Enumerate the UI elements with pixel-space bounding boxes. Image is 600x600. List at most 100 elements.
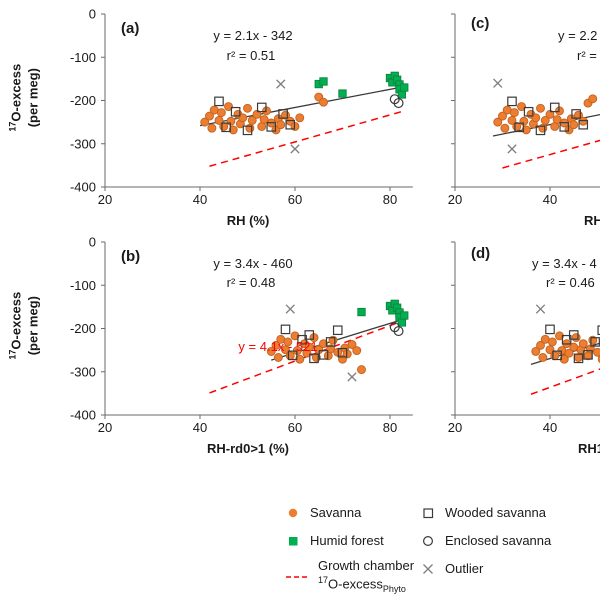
y-tick-label: 0 bbox=[89, 235, 96, 250]
savanna-circle bbox=[288, 508, 298, 517]
data-point bbox=[337, 347, 348, 358]
y-axis-unit: (per meg) bbox=[25, 68, 41, 128]
x-tick-label: 60 bbox=[288, 192, 302, 207]
legend-item-humid-forest: Humid forest bbox=[285, 530, 414, 551]
data-point bbox=[280, 324, 291, 335]
x-tick-label: 80 bbox=[383, 420, 397, 435]
x-axis-title: RH15- bbox=[578, 441, 600, 456]
data-point bbox=[338, 89, 347, 98]
series-humid-forest bbox=[357, 299, 409, 327]
data-point bbox=[559, 122, 570, 132]
data-point bbox=[552, 350, 562, 361]
data-point bbox=[535, 304, 546, 314]
legend-item-outlier: Outlier bbox=[420, 558, 551, 579]
legend-label-outlier: Outlier bbox=[445, 561, 484, 576]
growth-chamber-line bbox=[209, 110, 405, 167]
x-tick-label: 20 bbox=[98, 192, 112, 207]
data-point bbox=[509, 108, 519, 118]
data-point bbox=[552, 115, 562, 124]
wooded-savanna-marker-icon bbox=[423, 507, 434, 518]
data-point bbox=[238, 113, 248, 123]
y-axis-main-text: O-excess bbox=[8, 291, 24, 350]
data-point bbox=[573, 353, 584, 364]
y-axis-main-text: O-excess bbox=[8, 63, 24, 122]
y-tick-label: -400 bbox=[70, 180, 96, 195]
x-tick-label: 80 bbox=[383, 192, 397, 207]
data-point bbox=[590, 337, 600, 347]
y-tick-label: -400 bbox=[70, 408, 96, 423]
data-point bbox=[531, 113, 541, 123]
data-point bbox=[319, 77, 328, 86]
y-tick-label: -300 bbox=[70, 364, 96, 379]
data-point bbox=[304, 342, 314, 352]
x-tick-label: 40 bbox=[193, 420, 207, 435]
data-point bbox=[214, 115, 224, 125]
r-squared: r² = 0.48 bbox=[227, 275, 276, 290]
data-point bbox=[523, 106, 534, 117]
growth-chamber-equation: y = 4.1x - 521 bbox=[238, 339, 317, 354]
data-point bbox=[243, 103, 252, 113]
data-point bbox=[593, 347, 600, 357]
series-savanna bbox=[200, 92, 328, 135]
data-point bbox=[295, 113, 305, 123]
legend-right-column: Wooded savanna Enclosed savanna Outlier bbox=[420, 502, 551, 579]
growth-chamber-line bbox=[502, 139, 600, 169]
x-tick-label: 20 bbox=[448, 420, 462, 435]
legend-label-enclosed-savanna: Enclosed savanna bbox=[445, 533, 552, 548]
data-point bbox=[283, 337, 293, 347]
data-point bbox=[273, 353, 283, 362]
data-point bbox=[326, 344, 336, 354]
dashed-line-icon bbox=[286, 576, 308, 579]
data-point bbox=[224, 102, 233, 112]
enclosed-savanna-marker-icon bbox=[422, 535, 434, 546]
series-wooded-savanna bbox=[280, 324, 348, 364]
data-point bbox=[540, 115, 550, 125]
data-point bbox=[319, 97, 328, 107]
series-enclosed-savanna bbox=[389, 322, 404, 337]
data-point bbox=[536, 103, 545, 113]
outlier-marker-icon bbox=[423, 563, 433, 574]
data-point bbox=[357, 307, 366, 317]
data-point bbox=[578, 339, 588, 349]
legend-label-humid-forest: Humid forest bbox=[310, 533, 384, 548]
x-axis-title: RH1 bbox=[584, 213, 600, 228]
open-circle bbox=[422, 535, 434, 546]
data-point bbox=[214, 96, 224, 107]
regression-equation: y = 3.4x - 4 bbox=[532, 256, 597, 271]
data-point bbox=[259, 115, 269, 124]
data-point bbox=[242, 125, 253, 136]
data-point bbox=[547, 337, 557, 347]
x-tick-label: 20 bbox=[448, 192, 462, 207]
data-point bbox=[578, 119, 589, 130]
data-point bbox=[498, 111, 507, 121]
data-point bbox=[393, 326, 404, 337]
data-point bbox=[281, 345, 290, 355]
savanna-marker-icon bbox=[288, 508, 298, 517]
legend-item-savanna: Savanna bbox=[285, 502, 414, 523]
data-point bbox=[266, 346, 276, 356]
data-point bbox=[545, 345, 555, 355]
y-axis-title-top: 17O-excess (per meg) bbox=[4, 23, 41, 173]
x-tick-label: 40 bbox=[193, 192, 207, 207]
data-point bbox=[549, 102, 560, 113]
data-point bbox=[309, 353, 319, 364]
data-point bbox=[535, 125, 546, 136]
data-point bbox=[216, 108, 226, 118]
series-outlier bbox=[493, 78, 517, 154]
series-outlier bbox=[285, 304, 357, 382]
data-point bbox=[245, 123, 255, 133]
data-point bbox=[271, 340, 281, 350]
data-point bbox=[550, 351, 560, 361]
data-point bbox=[230, 106, 241, 117]
r-squared: r² = 0.51 bbox=[227, 48, 276, 63]
growth-chamber-line bbox=[530, 368, 600, 395]
panel-label: (a) bbox=[121, 20, 139, 37]
data-point bbox=[569, 120, 579, 130]
data-point bbox=[357, 365, 366, 375]
data-point bbox=[538, 123, 548, 133]
